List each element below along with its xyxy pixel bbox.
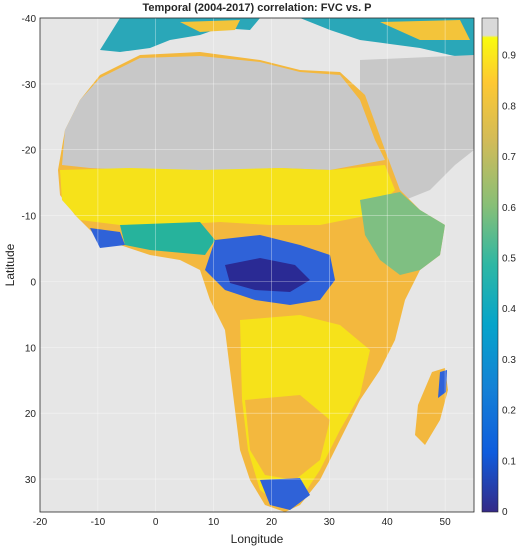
y-tick-label: 10 (25, 343, 37, 354)
colorbar-tick-label: 0.3 (502, 355, 516, 366)
map-layers (58, 18, 474, 512)
east-africa-mix (360, 192, 445, 275)
x-tick-label: 0 (153, 517, 159, 528)
colorbar-tick-label: 0.6 (502, 203, 516, 214)
y-axis-label: Latitude (3, 243, 17, 286)
x-axis: -20 -10 0 10 20 30 40 50 Longitude (33, 517, 451, 546)
y-tick-label: -20 (22, 146, 37, 157)
x-tick-label: 30 (324, 517, 336, 528)
map-title: Temporal (2004-2017) correlation: FVC vs… (142, 2, 372, 14)
madagascar-east-low (438, 370, 447, 398)
congo-lowest-correlation (225, 258, 310, 292)
colorbar-tick-label: 0.9 (502, 51, 516, 62)
colorbar-tick-label: 0.5 (502, 254, 516, 265)
x-tick-label: 50 (440, 517, 452, 528)
y-tick-label: 20 (25, 409, 37, 420)
colorbar-tick-label: 0 (502, 507, 508, 518)
colorbar-gradient (481, 17, 499, 513)
sahara-no-data (62, 56, 385, 170)
y-tick-label: -10 (22, 212, 37, 223)
europe-east-yellow (380, 20, 470, 40)
y-tick-label: -30 (22, 80, 37, 91)
colorbar-tick-label: 0.4 (502, 304, 516, 315)
colorbar: 0 0.1 0.2 0.3 0.4 0.5 0.6 0.7 0.8 0.9 (481, 17, 516, 518)
colorbar-tick-label: 0.7 (502, 152, 516, 163)
x-tick-label: 40 (382, 517, 394, 528)
colorbar-tick-label: 0.1 (502, 456, 516, 467)
x-axis-label: Longitude (231, 532, 284, 546)
sahel-band (60, 165, 395, 225)
x-tick-label: -20 (33, 517, 48, 528)
y-tick-label: -40 (22, 14, 37, 25)
south-coast-low (260, 478, 310, 510)
guinea-coast-mid (120, 222, 215, 255)
europe-yellow-patch (180, 20, 240, 32)
west-africa-coast-low (90, 228, 125, 248)
x-tick-label: -10 (91, 517, 106, 528)
x-tick-label: 10 (208, 517, 220, 528)
colorbar-tick-label: 0.2 (502, 406, 516, 417)
y-axis: -40 -30 -20 -10 0 10 20 30 Latitude (3, 14, 36, 486)
y-tick-label: 0 (30, 278, 36, 289)
plot-frame (39, 17, 475, 513)
y-tick-label: 30 (25, 475, 37, 486)
colorbar-tick-label: 0.8 (502, 101, 516, 112)
southern-africa-orange (245, 395, 330, 480)
x-tick-label: 20 (266, 517, 278, 528)
